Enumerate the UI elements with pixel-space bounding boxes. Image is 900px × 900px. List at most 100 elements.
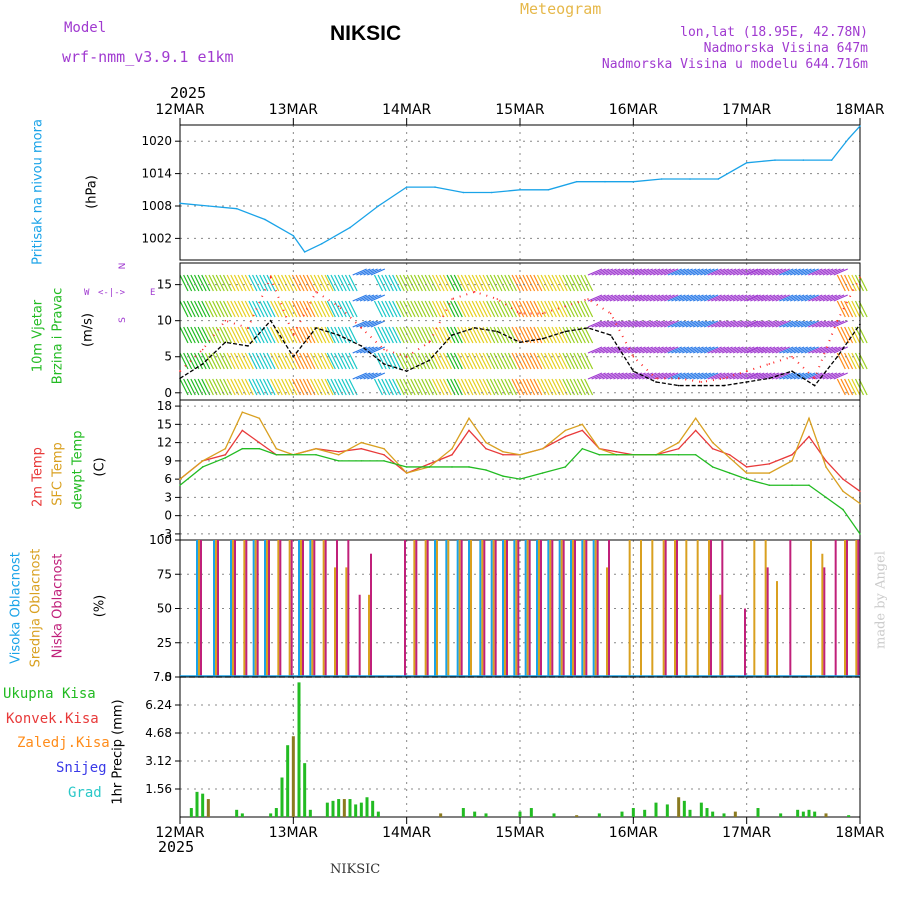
- x-tick-label-bottom: 16MAR: [609, 825, 658, 841]
- wind-barb: [613, 320, 628, 328]
- wind-barb: [197, 274, 207, 292]
- wind-barb: [450, 300, 460, 318]
- wind-barb: [366, 268, 382, 276]
- wind-barb: [266, 378, 276, 396]
- wind-barb: [634, 346, 650, 354]
- precip-bar: [847, 815, 851, 817]
- wind-barb: [529, 300, 539, 318]
- wind-barb: [326, 274, 336, 292]
- wind-barb: [536, 300, 546, 318]
- pressure-point: [604, 180, 606, 183]
- dewpt-label: dewpt Temp: [70, 430, 86, 510]
- wind-barb: [674, 320, 690, 328]
- temperature-point: [275, 453, 278, 456]
- wind-barb: [381, 300, 391, 318]
- wind-barb: [359, 294, 375, 302]
- wind-barb: [179, 378, 189, 396]
- wind-barb: [689, 294, 704, 302]
- wind-barb: [682, 268, 697, 276]
- wind-barb: [685, 320, 701, 328]
- wind-barb: [266, 352, 276, 370]
- pressure-point: [802, 159, 805, 161]
- wind-barb: [288, 274, 298, 292]
- x-tick-label-bottom: 14MAR: [382, 825, 431, 841]
- wind-barb: [580, 326, 590, 344]
- precip-bar: [677, 797, 681, 817]
- wind-barb: [410, 378, 420, 396]
- wind-barb: [725, 320, 741, 328]
- wind-barb: [729, 346, 744, 354]
- credit-label: made by Angel: [873, 551, 889, 649]
- wind-barb: [526, 352, 536, 370]
- wind-barb: [406, 352, 416, 370]
- wind-barb: [468, 352, 478, 370]
- wind-barb: [656, 346, 672, 354]
- wind-barb: [507, 300, 517, 318]
- wind-barb: [273, 352, 283, 370]
- wind-barb: [660, 320, 675, 328]
- wind-barb: [605, 346, 621, 354]
- wind-point: [859, 276, 861, 279]
- wind-barb: [453, 300, 463, 318]
- wind-barb: [616, 372, 632, 380]
- precip-bar: [235, 809, 239, 817]
- wind-barb: [613, 372, 628, 380]
- wind-barb: [201, 300, 211, 318]
- pressure-point: [689, 178, 691, 180]
- wind-barb: [179, 300, 189, 318]
- wind-barb: [442, 378, 452, 396]
- temperature-point: [808, 435, 810, 438]
- wind-barb: [399, 352, 409, 370]
- wind-barb: [703, 294, 719, 302]
- wind-barb: [295, 274, 305, 292]
- wind-barb: [775, 320, 790, 328]
- wind-point: [791, 355, 793, 358]
- wind-barb: [439, 274, 449, 292]
- wind-barb: [255, 300, 265, 318]
- wind-barb: [609, 268, 624, 276]
- wind-barb: [431, 300, 442, 318]
- precip-bar: [325, 802, 329, 817]
- wind-barb: [847, 378, 857, 396]
- wind-barb: [678, 320, 693, 328]
- y-tick-label: 15: [157, 417, 172, 431]
- wind-point: [292, 355, 295, 358]
- wind-barb: [208, 352, 218, 370]
- pressure-point: [292, 234, 295, 237]
- compass-e: E: [150, 288, 156, 298]
- wind-barb: [620, 268, 635, 276]
- wind-barb: [277, 326, 287, 344]
- wind-barb: [208, 274, 218, 292]
- wind-barb: [439, 326, 449, 344]
- wind-barb: [760, 294, 776, 302]
- wind-barb: [526, 274, 536, 292]
- wind-barb: [551, 274, 561, 292]
- wind-barb: [204, 326, 214, 344]
- wind-barb: [732, 294, 748, 302]
- pressure-point: [320, 243, 323, 245]
- wind-barb: [453, 326, 463, 344]
- wind-barb: [638, 268, 654, 276]
- wind-barb: [310, 326, 320, 344]
- wind-barb: [244, 326, 254, 344]
- wind-barb: [428, 274, 438, 292]
- precip-bar: [620, 811, 624, 817]
- wind-barb: [450, 326, 460, 344]
- precip-bar: [337, 799, 341, 817]
- wind-barb: [486, 300, 496, 318]
- wind-barb: [352, 294, 367, 302]
- wind-barb: [395, 326, 405, 344]
- wind-barb: [768, 294, 783, 302]
- temperature-point: [337, 453, 340, 456]
- wind-barb: [356, 320, 371, 328]
- wind-barb: [222, 300, 233, 318]
- wind-barb: [471, 378, 481, 396]
- wind-barb: [671, 268, 686, 276]
- wind-barb: [602, 372, 617, 380]
- wind-barb: [833, 346, 848, 354]
- temperature-point: [677, 453, 680, 456]
- pressure-point: [660, 178, 663, 180]
- wind-barb: [356, 294, 371, 302]
- wind-barb: [631, 346, 646, 354]
- wind-barb: [851, 378, 861, 396]
